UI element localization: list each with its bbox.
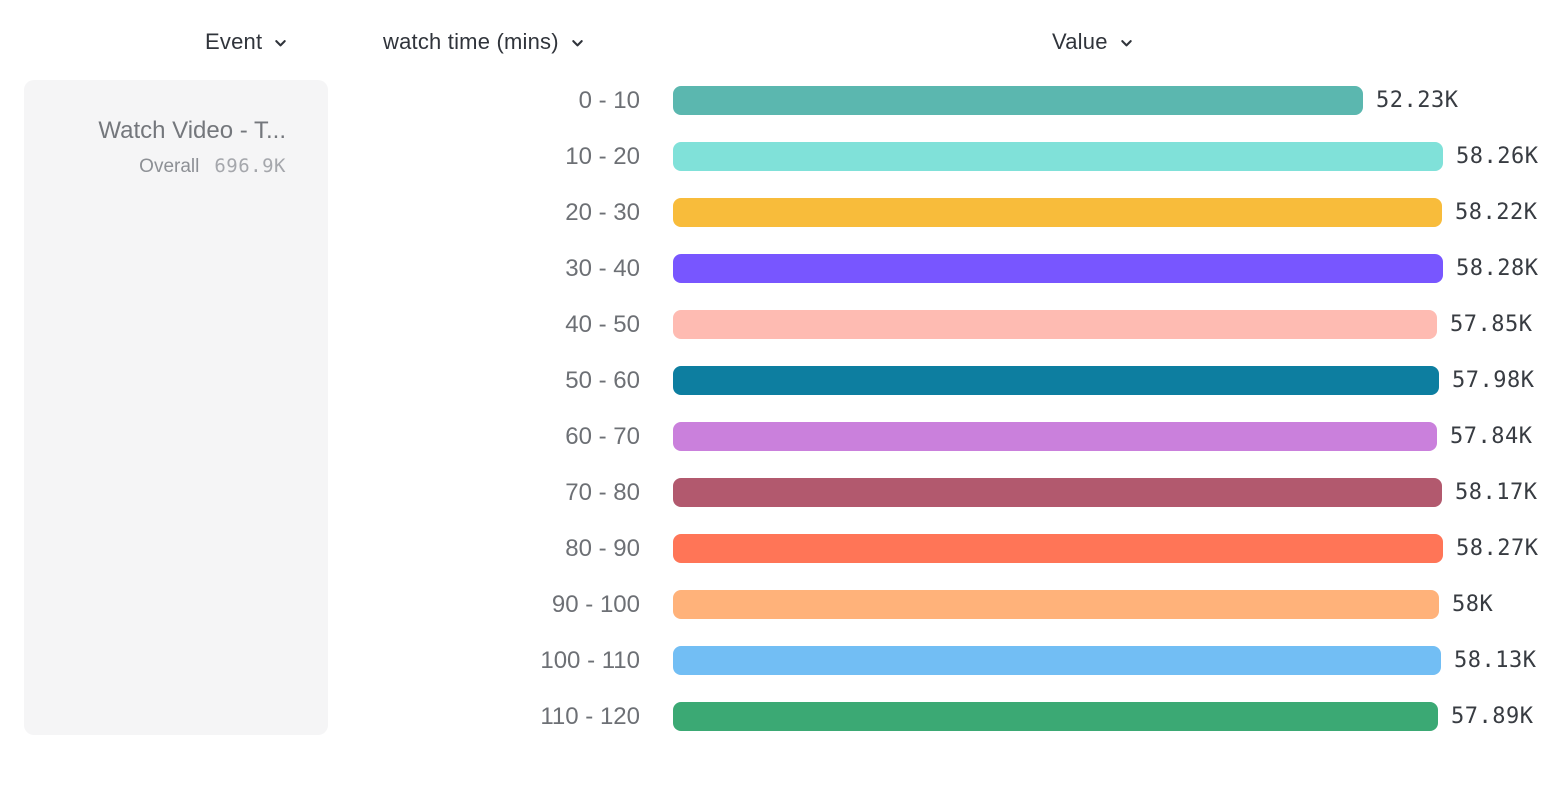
bar-segment[interactable] — [673, 366, 1439, 395]
event-overall-row: Overall 696.9K — [24, 155, 286, 178]
category-label: 70 - 80 — [565, 478, 640, 506]
bar-chart: 0 - 10 52.23K 10 - 20 58.26K 20 - 30 58.… — [0, 86, 1568, 758]
category-label: 110 - 120 — [540, 702, 640, 730]
value-label: 58.27K — [1456, 536, 1539, 561]
column-header-event[interactable]: Event — [205, 27, 288, 57]
chart-row: 30 - 40 58.28K — [0, 254, 1568, 283]
bar-segment[interactable] — [673, 534, 1443, 563]
bar-segment[interactable] — [673, 702, 1438, 731]
category-label: 0 - 10 — [578, 86, 640, 114]
bar-segment[interactable] — [673, 198, 1442, 227]
value-label: 58.13K — [1454, 648, 1537, 673]
bar-segment[interactable] — [673, 142, 1443, 171]
chart-row: 100 - 110 58.13K — [0, 646, 1568, 675]
value-label: 58.28K — [1456, 256, 1539, 281]
chart-row: 10 - 20 58.26K — [0, 142, 1568, 171]
column-header-event-label: Event — [205, 29, 263, 54]
chart-row: 90 - 100 58K — [0, 590, 1568, 619]
overall-value: 696.9K — [214, 155, 286, 177]
value-label: 57.84K — [1450, 424, 1533, 449]
chart-row: 80 - 90 58.27K — [0, 534, 1568, 563]
bar-segment[interactable] — [673, 478, 1442, 507]
category-label: 10 - 20 — [565, 142, 640, 170]
category-label: 80 - 90 — [565, 534, 640, 562]
chevron-down-icon — [1119, 31, 1134, 57]
value-label: 58.26K — [1456, 144, 1539, 169]
value-label: 57.89K — [1451, 704, 1534, 729]
value-label: 58.22K — [1455, 200, 1538, 225]
value-label: 58.17K — [1455, 480, 1538, 505]
category-label: 30 - 40 — [565, 254, 640, 282]
category-label: 100 - 110 — [540, 646, 640, 674]
chart-row: 0 - 10 52.23K — [0, 86, 1568, 115]
event-card[interactable]: Watch Video - T... Overall 696.9K — [24, 80, 328, 735]
category-label: 40 - 50 — [565, 310, 640, 338]
category-label: 90 - 100 — [551, 590, 640, 618]
bar-segment[interactable] — [673, 646, 1441, 675]
chart-row: 50 - 60 57.98K — [0, 366, 1568, 395]
chart-row: 60 - 70 57.84K — [0, 422, 1568, 451]
chevron-down-icon — [570, 31, 585, 57]
bar-segment[interactable] — [673, 310, 1437, 339]
bar-segment[interactable] — [673, 86, 1363, 115]
column-header-value[interactable]: Value — [1052, 27, 1134, 57]
bar-segment[interactable] — [673, 254, 1443, 283]
value-label: 57.85K — [1450, 312, 1533, 337]
category-label: 20 - 30 — [565, 198, 640, 226]
chevron-down-icon — [273, 31, 288, 57]
value-label: 52.23K — [1376, 88, 1459, 113]
value-label: 58K — [1452, 592, 1494, 617]
overall-label: Overall — [139, 156, 200, 177]
column-header-watch-time[interactable]: watch time (mins) — [383, 27, 585, 57]
category-label: 60 - 70 — [565, 422, 640, 450]
chart-row: 20 - 30 58.22K — [0, 198, 1568, 227]
event-title: Watch Video - T... — [98, 117, 286, 144]
bar-segment[interactable] — [673, 422, 1437, 451]
value-label: 57.98K — [1452, 368, 1535, 393]
category-label: 50 - 60 — [565, 366, 640, 394]
bar-segment[interactable] — [673, 590, 1439, 619]
chart-row: 70 - 80 58.17K — [0, 478, 1568, 507]
chart-row: 110 - 120 57.89K — [0, 702, 1568, 731]
column-header-value-label: Value — [1052, 29, 1108, 54]
chart-row: 40 - 50 57.85K — [0, 310, 1568, 339]
column-header-watch-time-label: watch time (mins) — [383, 29, 559, 54]
